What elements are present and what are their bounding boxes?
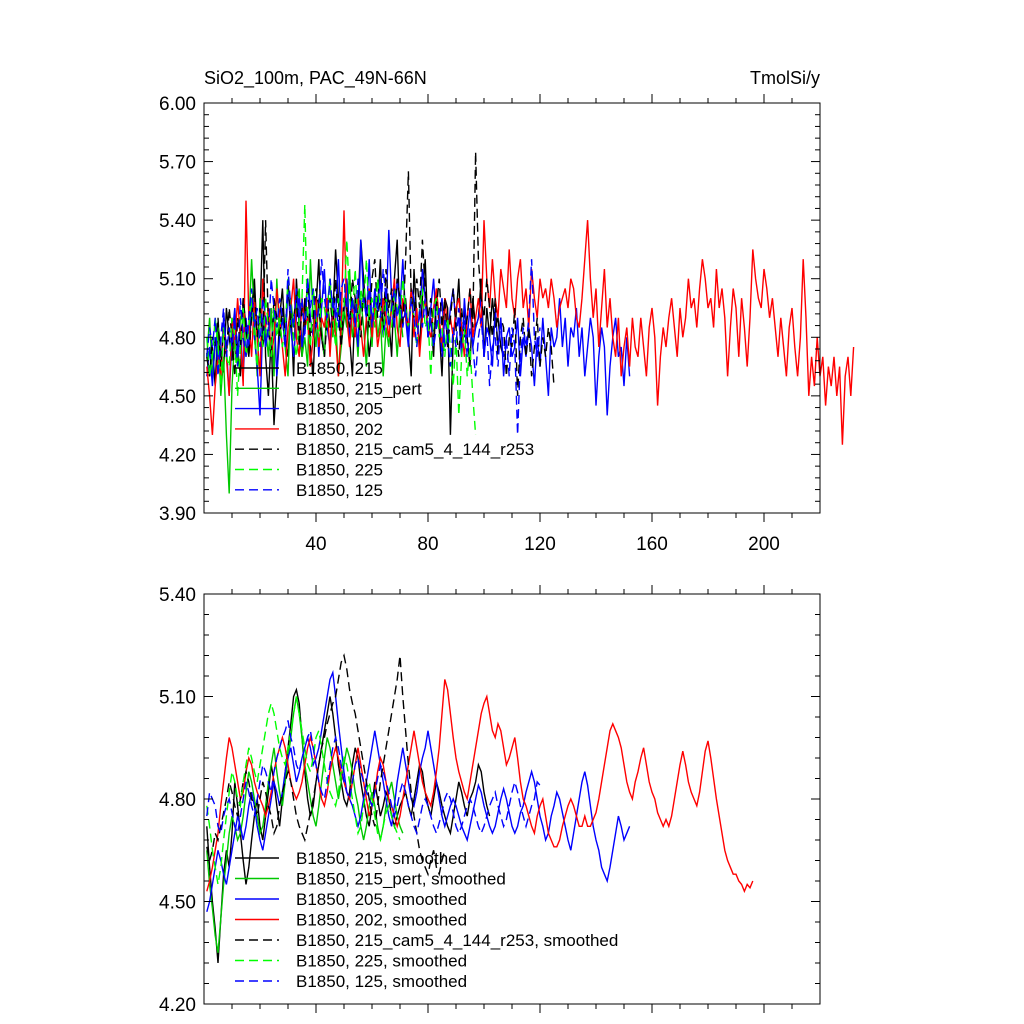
chart-title: SiO2_100m, PAC_49N-66N <box>204 68 427 89</box>
series-line <box>206 653 446 877</box>
y-tick-label: 4.50 <box>159 893 196 914</box>
legend-label: B1850, 205 <box>296 400 383 419</box>
legend-label: B1850, 215_cam5_4_144_r253 <box>296 440 534 459</box>
x-tick-label: 120 <box>524 534 556 555</box>
legend-label: B1850, 215 <box>296 359 383 378</box>
legend-label: B1850, 215_cam5_4_144_r253, smoothed <box>296 931 618 950</box>
legend-label: B1850, 225 <box>296 461 383 480</box>
y-tick-label: 4.20 <box>159 995 196 1016</box>
legend-label: B1850, 125 <box>296 481 383 500</box>
series-line <box>206 204 477 435</box>
legend-label: B1850, 202, smoothed <box>296 911 467 930</box>
y-tick-label: 6.00 <box>159 94 196 115</box>
x-tick-label: 200 <box>748 534 780 555</box>
series-line <box>206 696 401 885</box>
y-tick-label: 5.70 <box>159 153 196 174</box>
series-line <box>206 259 541 435</box>
bottom-panel: 4.20 4.50 4.80 5.10 5.40 B1850, 215, smoothe… <box>159 585 821 1016</box>
top-panel: SiO2_100m, PAC_49N-66N TmolSi/y 3.90 4.20… <box>159 68 855 555</box>
units-label: TmolSi/y <box>750 68 820 88</box>
y-tick-label: 4.80 <box>159 328 196 349</box>
series-line <box>206 151 555 396</box>
x-tick-label: 40 <box>305 534 326 555</box>
series-line <box>206 679 754 894</box>
y-tick-label: 5.40 <box>159 585 196 606</box>
y-tick-label: 4.50 <box>159 387 196 408</box>
y-tick-label: 5.10 <box>159 688 196 709</box>
y-tick-label: 4.80 <box>159 790 196 811</box>
y-tick-label: 3.90 <box>159 504 196 525</box>
y-tick-label: 4.20 <box>159 445 196 466</box>
legend-label: B1850, 215, smoothed <box>296 849 467 868</box>
series-line <box>206 669 631 912</box>
legend-label: B1850, 205, smoothed <box>296 890 467 909</box>
x-tick-label: 160 <box>636 534 668 555</box>
legend-label: B1850, 225, smoothed <box>296 952 467 971</box>
legend-label: B1850, 202 <box>296 420 383 439</box>
legend-label: B1850, 215_pert <box>296 379 422 398</box>
y-tick-label: 5.40 <box>159 211 196 232</box>
legend-label: B1850, 215_pert, smoothed <box>296 870 506 889</box>
legend-label: B1850, 125, smoothed <box>296 972 467 991</box>
x-tick-label: 80 <box>417 534 438 555</box>
series-line <box>206 720 541 836</box>
y-tick-label: 5.10 <box>159 270 196 291</box>
